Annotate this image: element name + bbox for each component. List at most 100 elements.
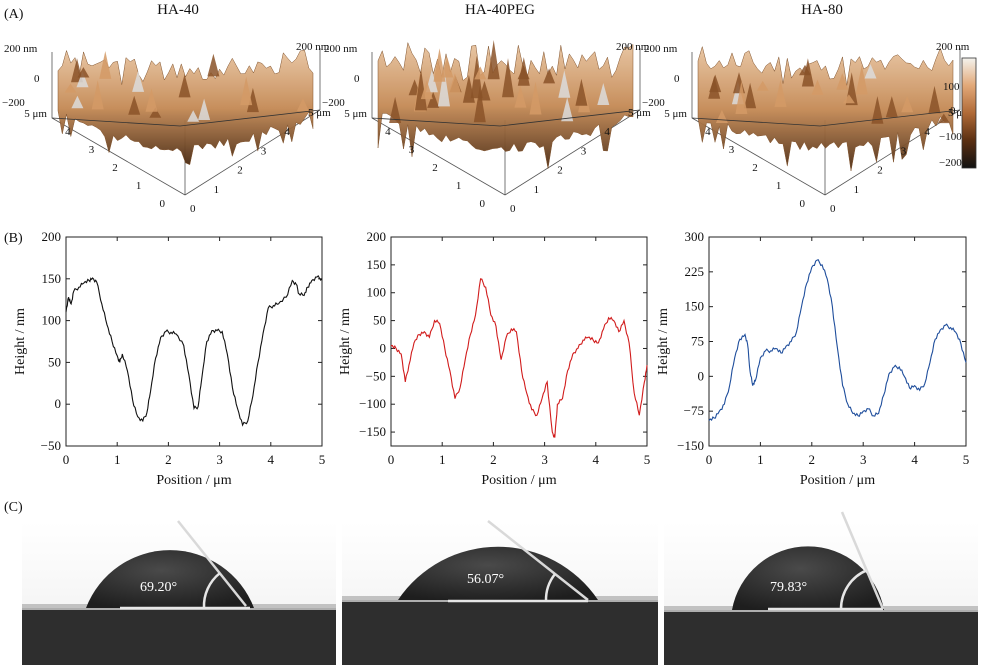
surface-frame xyxy=(51,109,321,127)
y-tick-label: 100 xyxy=(42,313,62,328)
x-tick: 5 μm xyxy=(628,107,651,119)
x-tick: 1 xyxy=(854,184,860,196)
tangent-line xyxy=(177,520,247,607)
x-tick: 3 xyxy=(261,145,267,157)
colorbar: 100 0 −100 −200 xyxy=(939,57,977,169)
surface-peak xyxy=(64,83,77,93)
x-tick-label: 1 xyxy=(757,452,764,467)
surface-peak xyxy=(448,73,461,93)
surface-peak xyxy=(71,95,84,109)
substrate xyxy=(22,608,336,665)
y-tick-label: 225 xyxy=(685,264,705,279)
y-tick: 0 xyxy=(800,198,806,210)
x-axis-label: Position / μm xyxy=(481,473,556,488)
y-tick-label: −50 xyxy=(41,438,61,453)
z-tick-bottom: −200 xyxy=(642,97,665,109)
tangent-line xyxy=(487,520,589,601)
surface-peak xyxy=(474,66,487,80)
surface-frame xyxy=(371,109,641,127)
surface-frame xyxy=(504,109,641,196)
surface-peak xyxy=(871,96,884,124)
x-tick-label: 3 xyxy=(216,452,223,467)
y-tick: 5 μm xyxy=(664,108,687,120)
panel-label-c: (C) xyxy=(4,500,23,515)
z-tick-top: 200 nm xyxy=(644,43,678,55)
surface-peak xyxy=(836,73,849,90)
x-tick: 2 xyxy=(557,165,563,177)
y-tick: 4 xyxy=(65,126,71,138)
contact-angle-3: 79.83° xyxy=(664,511,978,665)
angle-arc xyxy=(202,572,221,609)
surface-peak xyxy=(756,80,769,91)
surface-peak xyxy=(207,53,220,77)
surface-peak xyxy=(575,78,588,106)
x-tick: 3 xyxy=(901,145,907,157)
surface-peak xyxy=(558,70,571,98)
y-tick-label: −75 xyxy=(684,403,704,418)
y-tick-label: −150 xyxy=(677,438,704,453)
surface-peak xyxy=(529,81,542,115)
surface-peak xyxy=(178,74,191,98)
x-tick-label: 4 xyxy=(593,452,600,467)
afm-surface-row: HA-40 200 nm 0 −200 200 nm 0 1 2 3 4 5 μm 0 1 2 3 4 5 μm… xyxy=(2,2,971,215)
x-axis-label: Position / μm xyxy=(156,473,231,488)
surface-peak xyxy=(517,57,530,86)
colorbar-bar xyxy=(961,57,977,169)
surface-peak xyxy=(473,86,486,123)
surface-peak xyxy=(478,80,491,101)
surface-peak xyxy=(145,88,158,112)
z-tick-bottom: −200 xyxy=(322,97,345,109)
y-tick: 0 xyxy=(480,198,486,210)
y-tick: 0 xyxy=(160,198,166,210)
surface-peak xyxy=(389,96,402,123)
y-tick: 5 μm xyxy=(24,108,47,120)
x-tick-label: 1 xyxy=(439,452,446,467)
substrate xyxy=(664,610,978,665)
y-tick-label: 50 xyxy=(48,354,61,369)
y-axis-label: Height / nm xyxy=(656,308,671,375)
y-tick: 3 xyxy=(89,144,95,156)
series-line xyxy=(65,275,323,427)
surface-peak xyxy=(502,58,514,98)
surface-frame xyxy=(691,109,961,127)
x-tick-label: 2 xyxy=(809,452,816,467)
x-tick: 0 xyxy=(510,203,516,215)
substrate xyxy=(342,600,658,665)
droplet xyxy=(732,546,884,610)
chart-2: 0 1 2 3 4 5 −150 −100 −50 0 50 100 150 200 Position / … xyxy=(338,229,650,488)
surface-title: HA-80 xyxy=(801,2,843,18)
x-tick-label: 5 xyxy=(644,452,651,467)
x-tick-label: 2 xyxy=(165,452,172,467)
y-tick: 1 xyxy=(136,180,142,192)
surface-peak xyxy=(427,91,440,108)
surface-peak xyxy=(462,74,475,103)
y-tick-label: 0 xyxy=(55,396,62,411)
surface-peak xyxy=(91,80,104,110)
y-tick-label: −150 xyxy=(359,424,386,439)
y-tick-label: 150 xyxy=(685,299,705,314)
y-tick-label: 50 xyxy=(373,313,386,328)
colorbar-tick-4: −200 xyxy=(939,157,962,169)
y-tick-label: 300 xyxy=(685,229,705,244)
x-tick-label: 3 xyxy=(541,452,548,467)
x-tick-label: 5 xyxy=(319,452,326,467)
x-tick-label: 0 xyxy=(706,452,713,467)
surface-peak xyxy=(901,96,914,113)
surface-peak xyxy=(744,82,757,109)
plot-frame xyxy=(65,236,323,447)
y-tick: 1 xyxy=(776,180,782,192)
surface-peak xyxy=(801,58,814,87)
z-tick-right: 200 nm xyxy=(296,41,330,53)
surface-peak xyxy=(438,67,450,107)
surface-peak xyxy=(441,57,454,78)
x-tick-label: 0 xyxy=(388,452,395,467)
x-tick: 0 xyxy=(190,203,196,215)
z-tick-mid: 0 xyxy=(674,73,680,85)
y-tick-label: 0 xyxy=(698,368,705,383)
colorbar-tick-1: 100 xyxy=(943,81,960,93)
x-axis-label: Position / μm xyxy=(800,473,875,488)
x-tick-label: 2 xyxy=(490,452,497,467)
y-tick-label: 0 xyxy=(380,340,387,355)
x-tick: 0 xyxy=(830,203,836,215)
